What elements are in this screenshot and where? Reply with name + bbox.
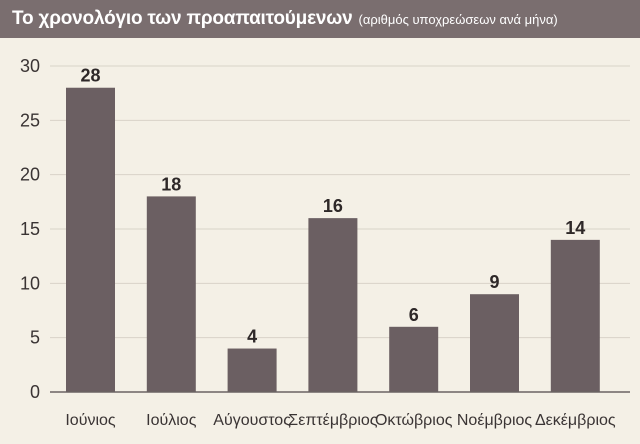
bar-3	[227, 348, 277, 392]
data-labels: 28 18 4 16 6 9 14	[80, 66, 585, 347]
category-label-3: Αύγουστος	[213, 412, 291, 429]
y-axis-tick-labels: 0 5 10 15 20 25 30	[20, 56, 40, 402]
data-label-3: 4	[247, 327, 257, 347]
bar-4	[308, 218, 358, 392]
category-label-5: Οκτώβριος	[375, 412, 453, 429]
data-label-4: 16	[323, 196, 343, 216]
chart-subtitle: (αριθμός υποχρεώσεων ανά μήνα)	[358, 11, 558, 27]
title-bar: Το χρονολόγιο των προαπαιτούμενων (αριθμ…	[0, 0, 640, 38]
category-label-6: Νοέμβριος	[457, 412, 533, 429]
data-label-5: 6	[409, 305, 419, 325]
y-tick-label-20: 20	[20, 165, 40, 185]
category-label-2: Ιούλιος	[146, 412, 197, 429]
bar-2	[146, 196, 196, 392]
bar-1	[66, 87, 115, 392]
bar-6	[470, 294, 519, 392]
data-label-6: 9	[489, 272, 499, 292]
bar-7	[550, 239, 600, 392]
bar-5	[389, 326, 439, 392]
y-tick-label-25: 25	[20, 110, 40, 130]
data-label-7: 14	[565, 218, 585, 238]
y-tick-label-5: 5	[30, 328, 40, 348]
bar-chart-plot: 0 5 10 15 20 25 30 28 18 4 16 6 9 14 Ιούνιος Ιούλιος Α…	[20, 56, 630, 429]
category-label-7: Δεκέμβριος	[535, 412, 616, 429]
chart-title: Το χρονολόγιο των προαπαιτούμενων	[12, 8, 353, 29]
category-label-4: Σεπτέμβριος	[288, 412, 377, 429]
y-tick-label-30: 30	[20, 56, 40, 76]
x-axis-category-labels: Ιούνιος Ιούλιος ΑύγουστοςΣεπτέμβριοςΟκτώβρ…	[65, 412, 616, 429]
y-tick-label-15: 15	[20, 219, 40, 239]
data-label-2: 18	[161, 174, 181, 194]
y-tick-label-0: 0	[30, 382, 40, 402]
data-label-1: 28	[80, 66, 100, 86]
category-label-1: Ιούνιος	[65, 412, 116, 429]
y-tick-label-10: 10	[20, 273, 40, 293]
bars	[66, 87, 600, 392]
